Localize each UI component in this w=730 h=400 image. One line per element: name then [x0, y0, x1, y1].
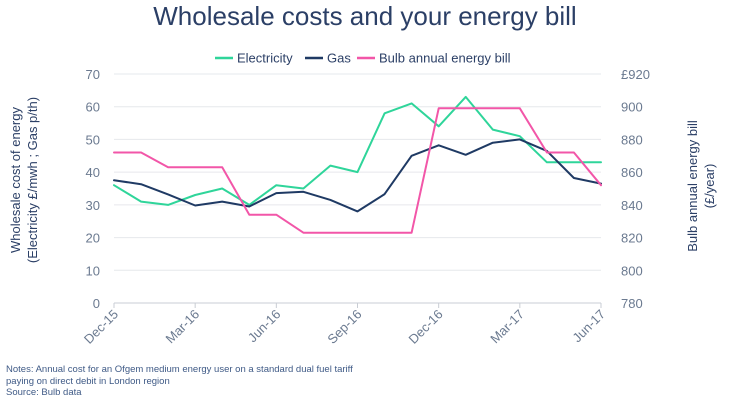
y-right-tick-label: 840 [621, 198, 643, 213]
y-right-tick-label: 900 [621, 100, 643, 115]
x-tick-label: Dec-16 [406, 307, 446, 347]
y-left-tick-label: 40 [86, 165, 100, 180]
x-tick-label: Jun-16 [245, 307, 284, 346]
legend: Electricity Gas Bulb annual energy bill [215, 51, 511, 66]
chart-grid [114, 73, 601, 304]
left-axis-label-line: Wholesale cost of energy [8, 107, 23, 253]
y-left-tick-label: 60 [86, 100, 100, 115]
x-tick-label: Sep-16 [324, 307, 364, 347]
legend-label: Electricity [237, 51, 293, 66]
y-left-tick-label: 10 [86, 263, 100, 278]
y-left-tick-label: 20 [86, 231, 100, 246]
y-right-tick-label: 880 [621, 132, 643, 147]
x-tick-label: Mar-17 [487, 307, 527, 347]
series-line-bulb-annual-energy-bill [113, 107, 602, 234]
notes-line-2: paying on direct debit in London region [6, 375, 170, 387]
legend-label: Bulb annual energy bill [379, 51, 511, 66]
y-left-tick-label: 0 [93, 296, 100, 311]
series-line-electricity [113, 95, 602, 206]
chart-lines [113, 95, 602, 234]
y-right-tick-label: 780 [621, 296, 643, 311]
y-left-tick-label: 30 [86, 198, 100, 213]
y-left-tick-label: 50 [86, 132, 100, 147]
y-right-tick-label: 800 [621, 263, 643, 278]
x-tick-label: Mar-16 [163, 307, 203, 347]
y-right-tick-label: 860 [621, 165, 643, 180]
right-axis-label-line: (£/year) [702, 164, 717, 209]
x-tick-label: Jun-17 [569, 307, 608, 346]
right-axis-label: Bulb annual energy bill (£/year) [685, 120, 717, 252]
chart-notes: Notes: Annual cost for an Ofgem medium e… [6, 364, 353, 399]
x-tick-label: Dec-15 [81, 307, 121, 347]
right-axis-label-line: Bulb annual energy bill [685, 120, 700, 252]
left-axis-label: Wholesale cost of energy (Electricity £/m… [8, 97, 40, 263]
chart-title: Wholesale costs and your energy bill [153, 1, 576, 31]
legend-label: Gas [327, 51, 351, 66]
y-right-tick-label: 820 [621, 231, 643, 246]
y-left-tick-label: 70 [86, 67, 100, 82]
series-line-gas [113, 138, 602, 213]
y-right-tick-label: £920 [621, 67, 650, 82]
source-line: Source: Bulb data [6, 387, 82, 398]
notes-line-1: Notes: Annual cost for an Ofgem medium e… [6, 364, 353, 375]
left-axis-label-line: (Electricity £/mwh ; Gas p/th) [25, 97, 40, 263]
